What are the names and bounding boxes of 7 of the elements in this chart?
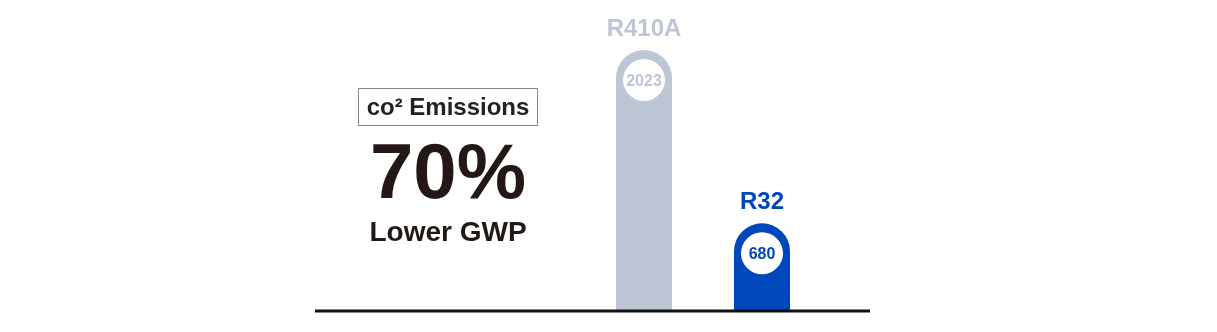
text: 70%	[369, 127, 527, 215]
text: co² Emissions	[357, 88, 539, 126]
data-label: 2023	[626, 72, 662, 89]
x-tick-label: R32	[739, 187, 785, 215]
text: Lower GWP	[369, 216, 527, 248]
data-label: 680	[748, 245, 776, 263]
x-tick-label: R410A	[606, 14, 682, 41]
